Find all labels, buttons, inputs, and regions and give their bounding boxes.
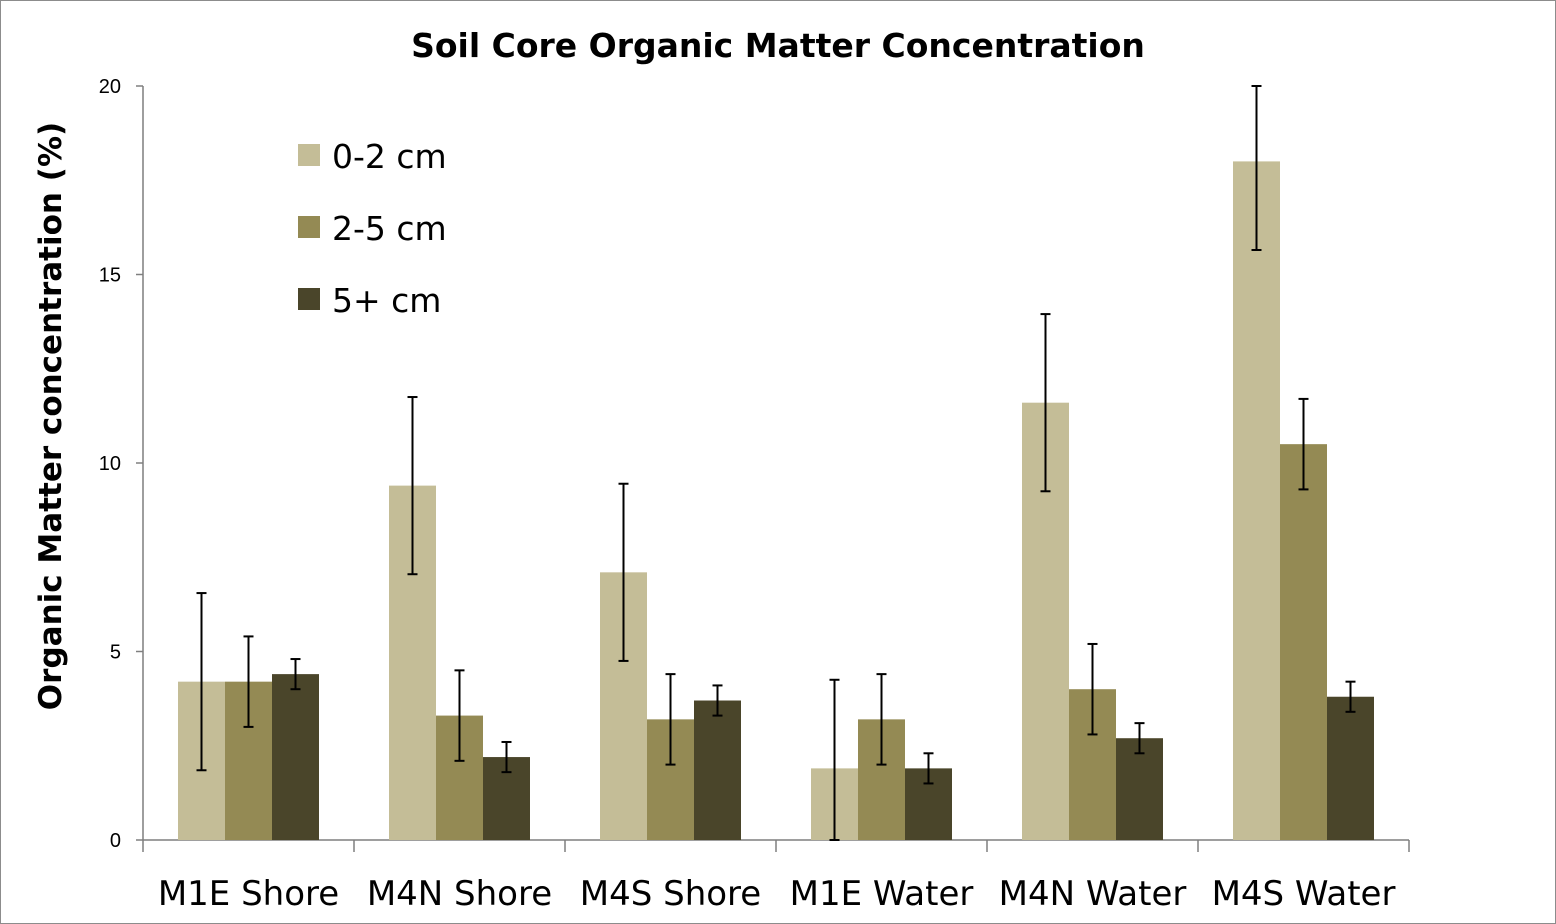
y-tick-label: 10: [99, 453, 121, 475]
bar: [1116, 738, 1163, 840]
chart-title: Soil Core Organic Matter Concentration: [411, 26, 1145, 65]
legend-label: 0-2 cm: [332, 137, 447, 176]
plot-area: 0 5 10 15 20 M1E Shore M4N Shore M4S Shore M1E W…: [99, 76, 1410, 914]
legend-swatch: [298, 288, 320, 310]
y-tick-label: 15: [99, 265, 121, 287]
bar: [1280, 444, 1327, 840]
y-axis-label: Organic Matter concentration (%): [33, 122, 69, 710]
bar: [272, 674, 319, 840]
legend-swatch: [298, 216, 320, 238]
y-tick-label: 20: [99, 76, 121, 98]
x-tick-label: M4S Water: [1212, 874, 1396, 914]
x-tick-label: M1E Water: [790, 874, 974, 914]
x-tick-label: M4N Shore: [367, 874, 552, 914]
x-tick-label: M4N Water: [999, 874, 1187, 914]
legend-label: 2-5 cm: [332, 209, 447, 248]
legend-swatch: [298, 144, 320, 166]
bar: [1233, 161, 1280, 840]
y-tick-label: 5: [110, 642, 121, 664]
x-tick-label: M1E Shore: [158, 874, 339, 914]
legend: 0-2 cm 2-5 cm 5+ cm: [298, 137, 447, 320]
bar: [1327, 696, 1374, 840]
x-tick-label: M4S Shore: [580, 874, 761, 914]
bar: [694, 700, 741, 840]
legend-label: 5+ cm: [332, 281, 441, 320]
y-tick-label: 0: [110, 830, 121, 852]
